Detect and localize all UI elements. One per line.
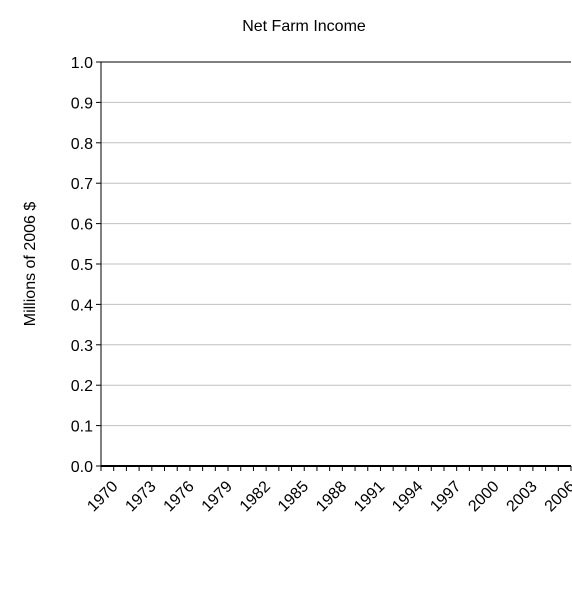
x-tick-label: 1982: [237, 478, 274, 515]
y-tick-label: 0.0: [71, 459, 93, 476]
y-tick-label: 0.2: [71, 378, 93, 395]
x-tick-label: 1991: [351, 478, 388, 515]
x-axis-ticks: 1970 1973 1976 1979 1982 1985 1988 1991 1994 1997…: [84, 466, 572, 515]
x-tick-label: 2006: [542, 478, 572, 515]
x-tick-label: 1997: [427, 478, 464, 515]
y-tick-label: 0.9: [71, 95, 93, 112]
y-tick-label: 1.0: [71, 55, 93, 72]
x-tick-label: 1994: [389, 478, 426, 515]
chart-title: Net Farm Income: [242, 18, 366, 35]
y-tick-label: 0.7: [71, 176, 93, 193]
y-tick-label: 0.8: [71, 136, 93, 153]
y-tick-label: 0.5: [71, 257, 93, 274]
y-tick-label: 0.3: [71, 338, 93, 355]
y-tick-label: 0.6: [71, 217, 93, 234]
x-tick-label: 1970: [84, 478, 121, 515]
x-tick-label: 1985: [275, 478, 312, 515]
x-tick-label: 1976: [161, 478, 198, 515]
y-tick-label: 0.4: [71, 297, 93, 314]
y-tick-label: 0.1: [71, 419, 93, 436]
x-tick-label: 1973: [122, 478, 159, 515]
grid-lines: [101, 61, 571, 427]
y-axis-label: Millions of 2006 $: [22, 202, 39, 327]
x-tick-label: 1988: [313, 478, 350, 515]
x-tick-label: 1979: [199, 478, 236, 515]
x-tick-label: 2003: [504, 478, 541, 515]
x-tick-label: 2000: [465, 478, 502, 515]
y-axis-ticks: 0.0 0.1 0.2 0.3 0.4 0.5 0.6 0.7 0.8 0.9 1.0: [71, 55, 101, 476]
